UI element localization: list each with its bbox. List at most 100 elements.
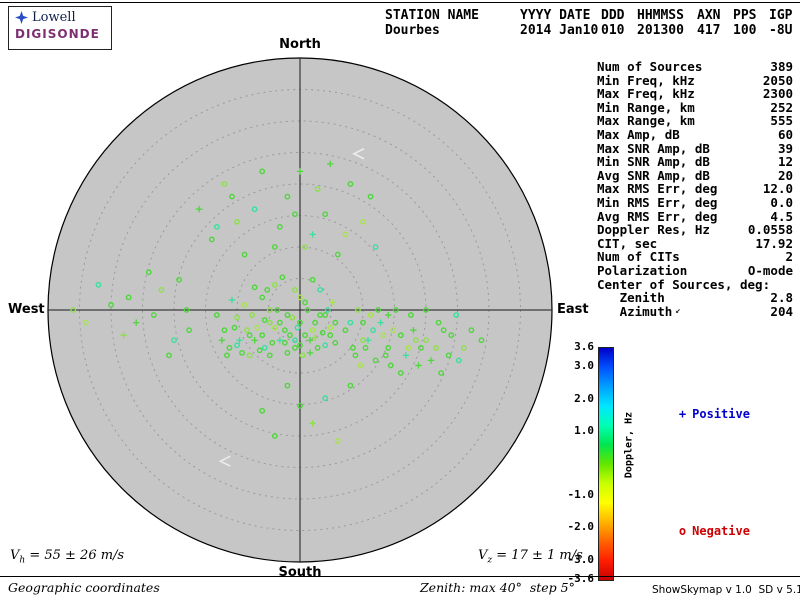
source-point-negative bbox=[380, 332, 387, 339]
source-point-negative bbox=[241, 251, 248, 258]
header-value: Dourbes bbox=[385, 23, 440, 38]
param-label: Center of Sources, deg: bbox=[597, 276, 771, 292]
source-point-positive bbox=[402, 352, 410, 359]
source-point-negative bbox=[276, 319, 283, 326]
param-row: Azimuth ↙ 204 bbox=[597, 305, 793, 319]
colorbar-tick-label: 3.0 bbox=[574, 359, 594, 373]
param-spacer bbox=[717, 210, 770, 224]
header-value: 417 bbox=[697, 23, 721, 38]
source-point-negative bbox=[453, 312, 460, 318]
source-point-negative bbox=[317, 312, 324, 318]
vh-value: = 55 ± 26 m/s bbox=[25, 548, 125, 563]
param-row: Center of Sources, deg: bbox=[597, 276, 793, 292]
source-point-negative bbox=[355, 307, 361, 313]
param-label: Doppler Res, Hz bbox=[597, 222, 710, 238]
param-label: Max RMS Err, deg bbox=[597, 181, 718, 197]
source-point-positive bbox=[218, 337, 226, 344]
source-point-negative bbox=[125, 294, 132, 301]
colorbar-tick-label: -3.6 bbox=[567, 572, 595, 585]
source-point-negative bbox=[423, 337, 429, 344]
param-value: O-mode bbox=[747, 262, 793, 278]
source-point-negative bbox=[284, 349, 291, 356]
source-point-negative bbox=[213, 312, 220, 318]
source-point-negative bbox=[312, 319, 319, 326]
source-point-negative bbox=[264, 286, 271, 293]
source-point-negative bbox=[455, 357, 462, 364]
param-spacer bbox=[680, 250, 786, 264]
source-point-positive bbox=[276, 337, 284, 344]
source-point-positive bbox=[236, 337, 243, 344]
source-point-negative bbox=[271, 244, 278, 250]
param-label: Min Freq, kHz bbox=[597, 72, 695, 88]
source-point-positive bbox=[306, 337, 314, 344]
param-label: Max SNR Amp, dB bbox=[597, 140, 710, 156]
vh-subscript: h bbox=[19, 555, 26, 566]
param-value: 252 bbox=[770, 99, 793, 115]
source-point-negative bbox=[284, 193, 291, 200]
source-point-positive bbox=[296, 168, 304, 175]
source-point-negative bbox=[302, 244, 308, 250]
source-point-positive bbox=[306, 349, 314, 357]
param-spacer bbox=[770, 278, 793, 292]
source-point-negative bbox=[360, 319, 366, 326]
param-value: 2 bbox=[785, 249, 793, 265]
param-label: Avg RMS Err, deg bbox=[597, 208, 718, 224]
source-point-negative bbox=[289, 314, 296, 321]
source-point-negative bbox=[387, 362, 394, 369]
source-point-positive bbox=[377, 319, 384, 326]
source-point-negative bbox=[297, 294, 303, 301]
zenith-info-label: Zenith: max 40° step 5° bbox=[420, 580, 575, 595]
source-point-negative bbox=[309, 276, 316, 283]
source-point-negative bbox=[234, 314, 240, 321]
source-point-negative bbox=[390, 327, 397, 334]
param-spacer bbox=[665, 291, 771, 305]
vh-velocity-label: Vh = 55 ± 26 m/s bbox=[10, 548, 124, 566]
source-point-negative bbox=[251, 284, 258, 291]
source-point-negative bbox=[322, 342, 329, 349]
source-point-negative bbox=[327, 332, 334, 339]
skymap-svg bbox=[47, 57, 553, 563]
source-point-positive bbox=[364, 337, 372, 344]
source-point-negative bbox=[171, 337, 177, 344]
param-row: Max Freq, kHz 2300 bbox=[597, 87, 793, 101]
param-value: 2050 bbox=[762, 72, 793, 88]
source-point-negative bbox=[226, 344, 233, 351]
param-spacer bbox=[695, 101, 771, 115]
source-point-negative bbox=[370, 327, 376, 334]
source-point-negative bbox=[284, 312, 291, 318]
source-point-negative bbox=[266, 319, 273, 326]
legend-negative-label: Negative bbox=[692, 524, 750, 538]
source-point-negative bbox=[249, 312, 256, 318]
param-spacer bbox=[710, 223, 748, 237]
coordinates-label: Geographic coordinates bbox=[8, 580, 160, 595]
param-spacer bbox=[695, 114, 771, 128]
source-point-negative bbox=[256, 347, 263, 354]
legend-positive: + Positive bbox=[650, 393, 750, 435]
param-row: Zenith 2.8 bbox=[597, 291, 793, 305]
param-label: Min RMS Err, deg bbox=[597, 194, 718, 210]
source-point-negative bbox=[367, 193, 374, 200]
param-value: 39 bbox=[777, 140, 793, 156]
logo-lowell-text: Lowell bbox=[32, 10, 76, 25]
station-header: STATION NAME YYYY DATE DDD HHMMSS AXN PPS IGP … bbox=[385, 8, 797, 40]
vz-value: = 17 ± 1 m/s bbox=[492, 548, 583, 563]
logo-digisonde-text: DIGISONDE bbox=[15, 27, 100, 41]
source-point-negative bbox=[259, 407, 266, 414]
param-row: Polarization O-mode bbox=[597, 264, 793, 278]
source-point-negative bbox=[438, 370, 445, 376]
source-point-negative bbox=[385, 344, 392, 351]
colorbar-tick-label: 3.6 bbox=[574, 340, 594, 353]
source-point-negative bbox=[274, 307, 281, 313]
source-point-positive bbox=[415, 362, 422, 369]
source-point-negative bbox=[261, 317, 268, 323]
param-row: Min RMS Err, deg 0.0 bbox=[597, 196, 793, 210]
source-point-positive bbox=[120, 332, 127, 339]
source-point-negative bbox=[397, 370, 404, 376]
source-point-negative bbox=[322, 211, 329, 218]
colorbar-ticks: 3.6 3.0 2.0 1.0 -1.0 -2.0 -3.0 -3.6 bbox=[556, 341, 595, 585]
source-point-negative bbox=[292, 344, 298, 351]
source-point-negative bbox=[145, 269, 152, 276]
param-value: 17.92 bbox=[755, 235, 793, 251]
source-point-negative bbox=[302, 299, 308, 306]
